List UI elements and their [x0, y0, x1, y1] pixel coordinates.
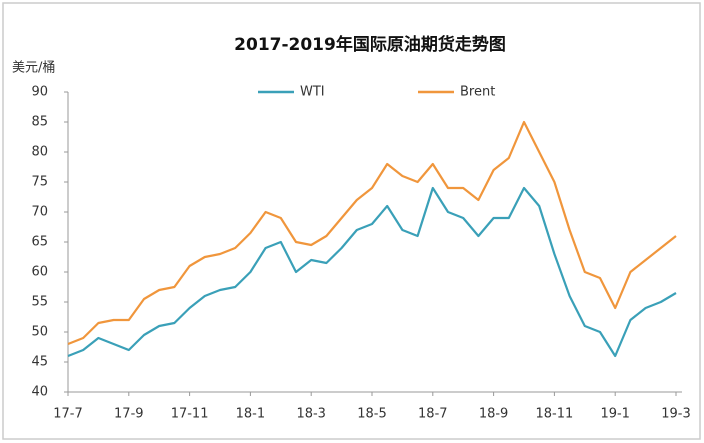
- x-tick-label: 18-11: [536, 407, 574, 422]
- y-axis-label: 美元/桶: [12, 61, 55, 76]
- legend-label: WTI: [300, 85, 325, 100]
- series-line: [67, 186, 677, 358]
- y-tick-label: 40: [31, 385, 48, 400]
- x-tick-label: 18-7: [418, 407, 448, 422]
- series-line: [67, 120, 677, 346]
- x-tick-label: 18-9: [479, 407, 509, 422]
- x-tick-label: 17-7: [53, 407, 83, 422]
- x-tick-label: 17-11: [171, 407, 209, 422]
- y-tick-label: 60: [31, 265, 48, 280]
- x-tick-label: 18-1: [236, 407, 266, 422]
- y-tick-label: 45: [31, 355, 48, 370]
- y-tick-label: 80: [31, 145, 48, 160]
- x-tick-label: 18-3: [296, 407, 326, 422]
- y-tick-label: 75: [31, 175, 48, 190]
- y-tick-label: 55: [31, 295, 48, 310]
- x-tick-label: 18-5: [357, 407, 387, 422]
- y-tick-label: 85: [31, 115, 48, 130]
- y-tick-label: 50: [31, 325, 48, 340]
- legend-label: Brent: [460, 85, 495, 100]
- x-tick-label: 17-9: [114, 407, 144, 422]
- y-tick-label: 70: [31, 205, 48, 220]
- x-tick-label: 19-1: [600, 407, 630, 422]
- y-tick-label: 90: [31, 85, 48, 100]
- x-tick-label: 19-3: [661, 407, 691, 422]
- chart-title: 2017-2019年国际原油期货走势图: [234, 34, 506, 55]
- y-tick-label: 65: [31, 235, 48, 250]
